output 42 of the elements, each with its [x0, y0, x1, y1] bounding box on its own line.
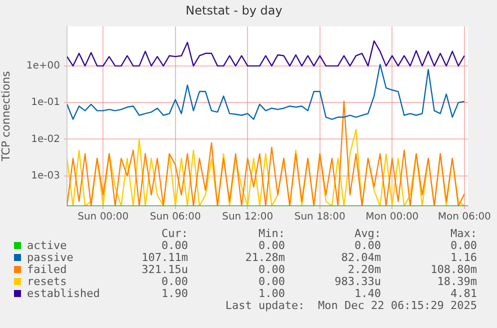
text: 108.80m	[430, 263, 477, 276]
text: 0.00	[258, 275, 285, 288]
text: 0.00	[162, 275, 188, 288]
text: 4.81	[450, 287, 477, 300]
legend-label: passive	[27, 251, 74, 264]
x-tick-label: Sun 18:00	[294, 212, 346, 223]
text: 983.33u	[334, 275, 381, 288]
y-tick-label: 1e-03	[31, 170, 60, 182]
text: 18.39m	[437, 275, 477, 288]
y-axis-title: TCP connections	[0, 70, 12, 162]
chart-title: Netstat - by day	[186, 3, 282, 18]
y-tick-label: 1e+00	[26, 60, 60, 72]
text: 1.40	[354, 287, 381, 300]
y-tick-label: 1e-02	[31, 134, 60, 145]
x-tick-label: Sun 12:00	[222, 212, 274, 223]
legend-label: established	[27, 287, 100, 300]
text: 0.00	[162, 239, 188, 252]
x-tick-label: Sun 00:00	[78, 212, 129, 223]
text: 82.04m	[341, 251, 381, 264]
text: Avg:	[354, 227, 381, 240]
text: 1.16	[450, 251, 477, 264]
text: 0.00	[354, 239, 381, 252]
text: 2.20m	[348, 263, 381, 276]
text: 1.00	[258, 287, 285, 300]
text: 1.90	[162, 287, 188, 300]
text: 0.00	[450, 239, 477, 252]
x-tick-label: Mon 00:00	[366, 212, 419, 223]
text: Min:	[258, 227, 285, 240]
text: 21.28m	[245, 251, 285, 264]
x-tick-label: Sun 06:00	[150, 212, 201, 223]
legend-label: failed	[27, 263, 67, 276]
text: 0.00	[258, 239, 285, 252]
text: Max:	[450, 227, 477, 240]
text: 321.15u	[142, 263, 188, 276]
x-tick-label: Mon 06:00	[438, 212, 491, 223]
legend-label: active	[27, 239, 67, 252]
text: 107.11m	[142, 251, 188, 264]
legend-label: resets	[27, 275, 67, 288]
text: Last update: Mon Dec 22 06:15:29 2025	[225, 299, 477, 312]
text: 0.00	[258, 263, 285, 276]
text: Cur:	[162, 227, 188, 240]
y-tick-label: 1e-01	[31, 97, 60, 108]
